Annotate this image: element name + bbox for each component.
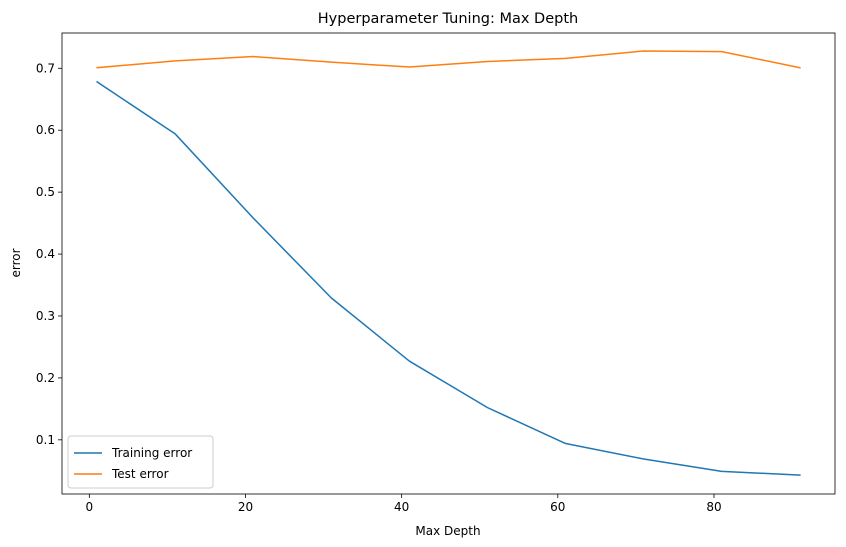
legend-label-test-error: Test error: [111, 467, 169, 481]
y-tick-label: 0.4: [36, 247, 55, 261]
x-tick-label: 40: [394, 500, 409, 514]
legend-label-training-error: Training error: [111, 446, 192, 460]
x-axis-label: Max Depth: [415, 524, 480, 538]
series-line-training-error: [96, 80, 801, 476]
x-tick-label: 60: [550, 500, 565, 514]
chart-title: Hyperparameter Tuning: Max Depth: [318, 11, 578, 27]
x-tick-label: 0: [86, 500, 94, 514]
x-tick-label: 80: [706, 500, 721, 514]
y-tick-label: 0.2: [36, 371, 55, 385]
x-axis: 0 20 40 60 80: [86, 494, 722, 514]
y-tick-label: 0.5: [36, 185, 55, 199]
y-tick-label: 0.1: [36, 433, 55, 447]
series-layer: [96, 50, 801, 476]
y-axis-label: error: [9, 248, 23, 277]
plot-area: [61, 32, 836, 495]
x-tick-label: 20: [238, 500, 253, 514]
y-tick-label: 0.3: [36, 309, 55, 323]
y-axis: 0.1 0.2 0.3 0.4 0.5 0.6 0.7: [36, 61, 62, 447]
legend: Training error Test error: [67, 435, 214, 489]
legend-box: [67, 435, 214, 489]
y-tick-label: 0.6: [36, 123, 55, 137]
series-line-test-error: [96, 50, 801, 69]
y-tick-label: 0.7: [36, 61, 55, 75]
